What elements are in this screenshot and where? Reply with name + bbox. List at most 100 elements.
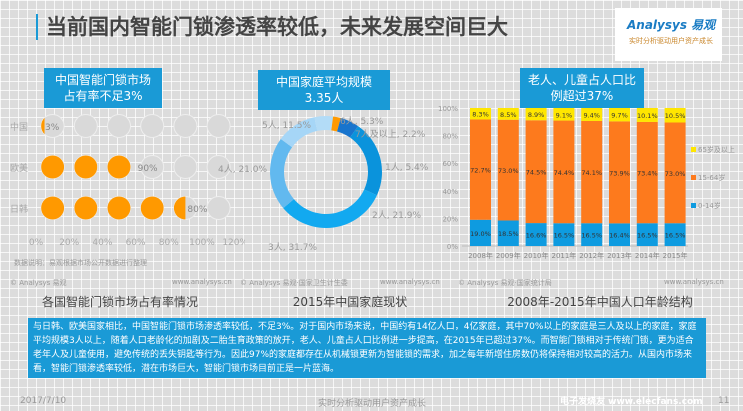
donut-slice	[280, 117, 318, 148]
dot-background	[206, 155, 231, 179]
data-label: 3%	[45, 123, 60, 133]
dot-fill	[41, 155, 65, 179]
y-tick-label: 80%	[442, 133, 458, 141]
bar-value-label: 72.7%	[470, 167, 491, 175]
dot-fill	[140, 196, 164, 220]
x-tick-label: 2009年	[496, 251, 521, 260]
dot-background	[140, 155, 165, 179]
y-tick-label: 100%	[438, 105, 458, 113]
panel3-site: www.analysys.cn	[664, 278, 724, 286]
dot-background	[206, 114, 231, 138]
legend-swatch	[691, 147, 696, 152]
bar-value-label: 73.9%	[609, 169, 630, 177]
bar-value-label: 73.4%	[637, 170, 658, 178]
donut-slice	[283, 189, 377, 228]
bar-value-label: 9.7%	[611, 112, 628, 120]
bar-value-label: 8.3%	[472, 111, 489, 119]
donut-slice	[270, 138, 294, 209]
panel1-site: www.analysys.cn	[172, 278, 232, 286]
bar-value-label: 10.1%	[637, 112, 658, 120]
bar-value-label: 16.5%	[581, 232, 602, 240]
panel2-label: 中国家庭平均规模3.35人	[258, 70, 390, 110]
population-age-chart: 0% 20% 40% 60% 80% 100% 19.0% 72.7% 8.3% 2008年 18.…	[438, 105, 735, 260]
x-tick-label: 40%	[92, 238, 112, 248]
x-tick-label: 100%	[189, 238, 215, 248]
legend-label: 0-14岁	[698, 201, 721, 210]
panel3-caption: 2008年-2015年中国人口年龄结构	[507, 295, 693, 309]
dot-fill	[74, 155, 98, 179]
bar-segment	[609, 108, 630, 122]
slice-label: 6人, 5.3%	[340, 116, 384, 127]
dot-fill	[41, 196, 65, 220]
dot-fill	[107, 155, 131, 179]
donut-slice	[350, 126, 382, 196]
slice-label: 3人, 31.7%	[268, 242, 317, 253]
bar-value-label: 73.0%	[665, 170, 686, 178]
slice-label: 1人, 5.4%	[385, 162, 429, 173]
bar-segment	[497, 108, 519, 120]
panel3-source: © Analysys 易观·国家统计局	[458, 279, 552, 287]
page-title: 当前国内智能门锁渗透率较低，未来发展空间巨大	[36, 14, 508, 40]
bar-segment	[581, 223, 603, 246]
bar-value-label: 74.5%	[526, 169, 547, 177]
panel1-label: 中国智能门锁市场占有率不足3%	[44, 68, 162, 108]
panel1-caption: 各国智能门锁市场占有率情况	[41, 295, 198, 309]
bar-value-label: 16.5%	[637, 232, 658, 240]
x-tick-label: 2013年	[607, 251, 632, 260]
x-tick-label: 20%	[59, 238, 79, 248]
bar-segment	[470, 219, 491, 246]
y-tick-label: 60%	[442, 160, 458, 168]
dot-background	[173, 155, 198, 179]
dot-background	[173, 114, 198, 138]
panel1-note: 数据说明：易观根据市场公开数据进行整理	[14, 259, 147, 267]
bar-segment	[664, 122, 686, 224]
x-tick-label: 80%	[159, 238, 179, 248]
legend-swatch	[691, 175, 696, 180]
analysys-logo: Analysys 易观 实时分析驱动用户资产成长	[615, 8, 722, 61]
page-number: 11	[718, 396, 730, 406]
bar-segment	[664, 108, 686, 123]
panel1-source: © Analysys 易观	[10, 279, 67, 287]
category-label: 中国	[10, 121, 28, 133]
x-tick-label: 2011年	[551, 251, 576, 260]
bar-value-label: 8.5%	[500, 111, 517, 119]
dot-background	[206, 196, 231, 220]
panel3-label: 老人、儿童占人口比例超过37%	[520, 68, 644, 108]
dot-background	[107, 114, 131, 138]
bar-segment	[525, 120, 547, 224]
y-tick-label: 20%	[442, 215, 458, 223]
donut-slice	[337, 117, 359, 138]
bar-segment	[553, 120, 575, 224]
data-label: 80%	[187, 205, 207, 215]
panel2-site: www.analysys.cn	[380, 278, 440, 286]
bar-segment	[470, 108, 491, 120]
slice-label: 7人及以上, 2.2%	[355, 129, 426, 140]
category-label: 欧美	[10, 162, 28, 174]
y-tick-label: 0%	[447, 243, 458, 251]
x-tick-label: 120%	[222, 238, 245, 248]
slice-label: 4人, 21.0%	[218, 164, 267, 175]
bar-segment	[525, 223, 547, 246]
market-share-chart: 0% 20% 40% 60% 80% 100% 120% 中国 3% 欧美 90% 日韩 80%	[10, 114, 245, 248]
dot-background	[73, 114, 98, 138]
bar-value-label: 16.5%	[665, 232, 686, 240]
data-label: 90%	[138, 164, 158, 174]
x-tick-label: 2015年	[663, 251, 688, 260]
bar-segment	[636, 223, 658, 246]
bar-segment	[636, 108, 658, 122]
footer-date: 2017/7/10	[20, 396, 67, 406]
bar-value-label: 18.5%	[498, 230, 519, 238]
slice-label: 5人, 11.5%	[262, 120, 311, 131]
legend-label: 15-64岁	[698, 173, 725, 182]
panel2-caption: 2015年中国家庭现状	[292, 295, 408, 309]
bar-segment	[497, 119, 519, 221]
bar-value-label: 16.4%	[609, 232, 630, 240]
family-size-donut: 6人, 5.3% 7人及以上, 2.2% 1人, 5.4% 2人, 21.9% 3人, …	[218, 116, 429, 253]
dot-background	[140, 114, 165, 138]
dot-fill	[41, 117, 45, 135]
dot-fill	[107, 196, 131, 220]
bar-value-label: 74.4%	[554, 169, 575, 177]
logo-slogan: 实时分析驱动用户资产成长	[629, 37, 713, 45]
bar-value-label: 9.4%	[583, 111, 600, 119]
x-tick-label: 2014年	[635, 251, 660, 260]
